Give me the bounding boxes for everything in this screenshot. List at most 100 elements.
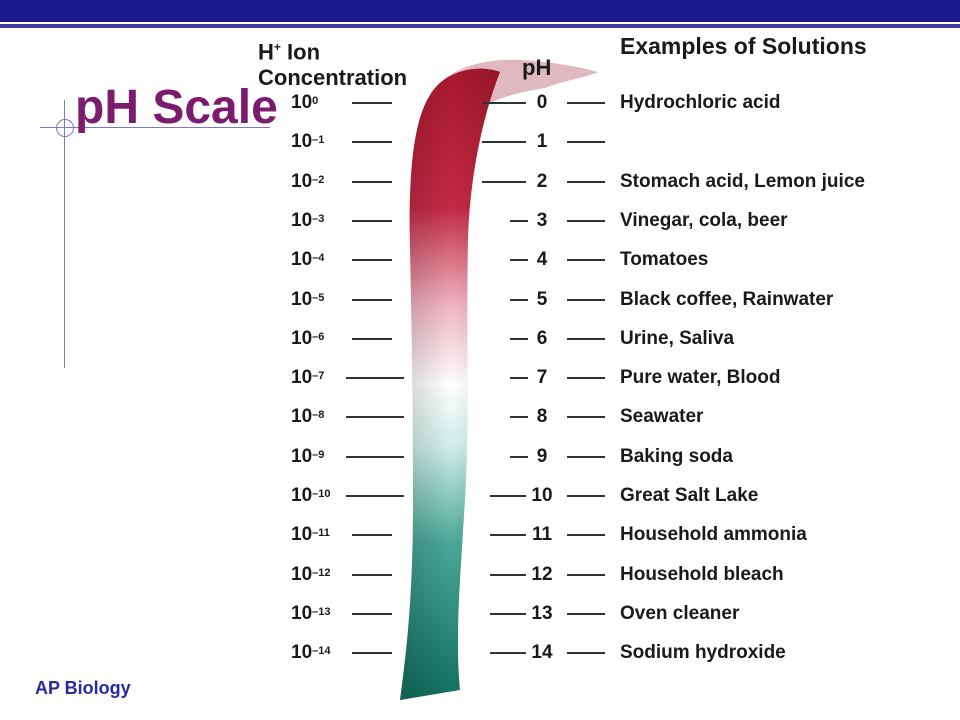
ribbon-shade <box>400 68 500 700</box>
example-tick <box>567 219 605 222</box>
concentration-base: 10 <box>291 209 313 231</box>
concentration-base: 10 <box>291 445 313 467</box>
example-solution: Great Salt Lake <box>620 485 759 506</box>
concentration-exponent: –1 <box>312 134 325 147</box>
concentration-tick <box>352 534 392 537</box>
example-solution: Seawater <box>620 406 704 428</box>
concentration-exponent: –14 <box>312 645 331 658</box>
example-solution: Sodium hydroxide <box>620 642 786 664</box>
concentration-tick <box>352 298 392 301</box>
ph-value: 7 <box>536 367 548 389</box>
example-solution: Pure water, Blood <box>620 367 781 389</box>
example-solution: Black coffee, Rainwater <box>620 288 834 310</box>
concentration-base: 10 <box>291 92 313 113</box>
ph-value: 4 <box>536 249 548 271</box>
concentration-label: 100 <box>291 92 318 114</box>
ph-value: 9 <box>536 445 548 467</box>
ph-value: 3 <box>536 209 548 231</box>
example-tick <box>567 612 605 615</box>
concentration-base: 10 <box>291 367 313 389</box>
ph-value: 0 <box>536 92 548 113</box>
example-solution: Vinegar, cola, beer <box>620 209 788 231</box>
decorative-crosshair-circle <box>56 119 74 137</box>
example-tick <box>567 573 605 576</box>
footer-course: AP Biology <box>35 678 131 698</box>
concentration-exponent: –7 <box>312 370 325 383</box>
ph-tick <box>490 534 526 537</box>
concentration-tick <box>352 141 392 144</box>
ph-tick <box>490 495 526 497</box>
example-solution: Urine, Saliva <box>620 327 735 349</box>
ph-tick <box>510 337 528 340</box>
concentration-base: 10 <box>291 327 313 349</box>
concentration-label: 10–2 <box>291 171 324 193</box>
concentration-exponent: –9 <box>312 448 325 461</box>
concentration-exponent: –8 <box>312 409 325 422</box>
ph-tick <box>490 652 526 655</box>
example-tick <box>567 495 605 497</box>
concentration-label: 10–12 <box>291 564 331 586</box>
concentration-exponent: –2 <box>312 173 325 186</box>
ph-tick <box>510 259 528 262</box>
ph-tick <box>510 416 528 419</box>
page-title: pH Scale <box>75 81 278 134</box>
concentration-tick <box>346 416 404 419</box>
concentration-label: 10–3 <box>291 210 324 232</box>
concentration-tick <box>346 455 404 458</box>
ph-value: 5 <box>536 288 548 310</box>
concentration-exponent: –10 <box>312 488 331 500</box>
header-conc-word: Concentration <box>258 65 408 91</box>
ph-value: 10 <box>531 485 553 506</box>
concentration-label: 10–11 <box>291 524 330 546</box>
ph-tick <box>510 377 528 380</box>
concentration-tick <box>352 573 392 576</box>
header-conc-ion: Ion <box>280 39 321 65</box>
concentration-label: 10–6 <box>291 328 324 350</box>
concentration-base: 10 <box>291 131 313 153</box>
example-tick <box>567 455 605 458</box>
ph-value: 1 <box>536 131 548 153</box>
concentration-base: 10 <box>291 249 313 271</box>
example-solution: Baking soda <box>620 445 733 467</box>
example-tick <box>567 337 605 340</box>
concentration-exponent: –12 <box>312 566 331 579</box>
ph-value: 11 <box>531 524 553 546</box>
concentration-exponent: –6 <box>312 330 325 343</box>
concentration-exponent: 0 <box>312 95 319 107</box>
ph-value: 12 <box>531 563 553 585</box>
example-tick <box>567 180 605 183</box>
concentration-label: 10–4 <box>291 249 324 271</box>
concentration-exponent: –5 <box>312 291 325 304</box>
header-conc-h: H <box>258 39 274 65</box>
decorative-horizontal-line <box>40 127 270 128</box>
decorative-vertical-line <box>64 100 65 368</box>
concentration-exponent: –13 <box>312 605 331 618</box>
example-tick <box>567 416 605 419</box>
header-conc-plus: + <box>273 40 281 54</box>
concentration-tick <box>352 259 392 262</box>
example-tick <box>567 102 605 104</box>
example-tick <box>567 298 605 301</box>
concentration-base: 10 <box>291 642 313 664</box>
ph-tick <box>510 455 528 458</box>
concentration-label: 10–10 <box>291 485 331 507</box>
concentration-base: 10 <box>291 170 313 192</box>
concentration-base: 10 <box>291 602 313 624</box>
ph-tick <box>510 298 528 301</box>
ph-tick <box>482 102 526 104</box>
concentration-label: 10–9 <box>291 446 324 468</box>
example-solution: Oven cleaner <box>620 602 740 624</box>
example-solution: Household bleach <box>620 563 784 585</box>
concentration-base: 10 <box>291 485 313 506</box>
concentration-label: 10–1 <box>291 131 324 153</box>
concentration-label: 10–7 <box>291 367 324 389</box>
concentration-tick <box>352 612 392 615</box>
example-solution: Tomatoes <box>620 249 709 271</box>
concentration-exponent: –4 <box>312 252 325 265</box>
example-tick <box>567 534 605 537</box>
concentration-exponent: –11 <box>312 527 330 540</box>
ph-value: 2 <box>536 170 548 192</box>
ph-tick <box>482 141 526 144</box>
example-solution: Household ammonia <box>620 524 807 546</box>
